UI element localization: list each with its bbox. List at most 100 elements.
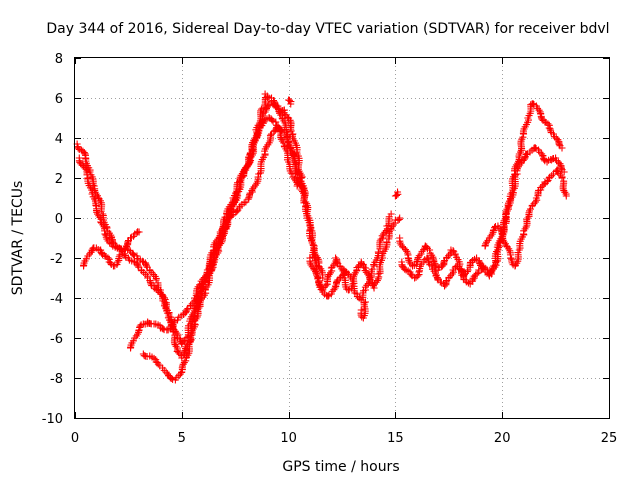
data-point — [129, 251, 137, 259]
data-point — [244, 153, 252, 161]
data-point — [244, 195, 252, 203]
data-point — [282, 128, 290, 136]
data-point — [199, 275, 207, 283]
data-point — [324, 272, 332, 280]
data-point — [254, 173, 262, 181]
data-point — [414, 272, 422, 280]
data-point — [440, 258, 448, 266]
data-point — [560, 187, 568, 195]
data-point — [215, 247, 223, 255]
data-point — [556, 160, 564, 168]
data-point — [526, 205, 534, 213]
data-point — [169, 321, 177, 329]
data-point — [381, 228, 389, 236]
data-point — [179, 338, 187, 346]
x-tick-label: 5 — [178, 431, 186, 446]
data-point — [114, 258, 122, 266]
data-point — [178, 362, 186, 370]
data-point — [337, 274, 345, 282]
x-tick-label: 20 — [494, 431, 511, 446]
data-point — [221, 226, 229, 234]
data-point — [530, 200, 538, 208]
data-point — [232, 189, 240, 197]
data-point — [312, 268, 320, 276]
data-point — [522, 151, 530, 159]
data-point — [560, 168, 568, 176]
data-point — [257, 105, 265, 113]
plot-frame — [74, 57, 610, 419]
data-point — [517, 148, 525, 156]
data-point — [536, 148, 544, 156]
data-point — [240, 199, 248, 207]
data-point — [268, 116, 276, 124]
data-point — [332, 254, 340, 262]
data-point — [548, 172, 556, 180]
data-point — [135, 228, 143, 236]
data-point — [557, 164, 565, 172]
data-point — [287, 100, 295, 108]
data-point — [495, 224, 503, 232]
data-point — [360, 299, 368, 307]
data-point — [196, 281, 204, 289]
data-point — [473, 270, 481, 278]
data-point — [167, 375, 175, 383]
data-point — [285, 96, 293, 104]
data-point — [495, 244, 503, 252]
data-point — [154, 360, 162, 368]
data-point — [543, 178, 551, 186]
data-point — [134, 262, 142, 270]
data-point — [266, 131, 274, 139]
x-tick-label: 10 — [280, 431, 297, 446]
data-point — [238, 173, 246, 181]
data-point — [544, 120, 552, 128]
y-tick-label: -6 — [50, 332, 63, 347]
data-point — [464, 279, 472, 287]
y-tick-label: -10 — [42, 412, 63, 427]
data-point — [482, 240, 490, 248]
data-point — [218, 238, 226, 246]
data-point — [374, 248, 382, 256]
y-tick-labels: -10 -8 -6 -4 -2 0 2 4 6 8 — [42, 52, 63, 427]
data-point — [124, 238, 132, 246]
data-point — [535, 106, 543, 114]
data-point — [366, 274, 374, 282]
y-axis-label: SDTVAR / TECUs — [10, 181, 26, 296]
y-tick-label: 0 — [55, 212, 63, 227]
data-point — [104, 254, 112, 262]
data-point — [528, 201, 536, 209]
x-tick-label: 15 — [387, 431, 404, 446]
data-point — [152, 276, 160, 284]
data-point — [426, 246, 434, 254]
data-point — [159, 325, 167, 333]
data-point — [233, 188, 241, 196]
data-point — [169, 328, 177, 336]
data-point — [253, 130, 261, 138]
data-point — [179, 360, 187, 368]
data-point — [95, 212, 103, 220]
data-point — [511, 171, 519, 179]
data-point — [81, 164, 89, 172]
y-tick-label: -2 — [50, 252, 63, 267]
data-point — [170, 319, 178, 327]
data-point — [187, 301, 195, 309]
data-point — [323, 274, 331, 282]
data-point — [538, 115, 546, 123]
data-point — [387, 210, 395, 218]
x-axis-label: GPS time / hours — [282, 459, 399, 475]
data-point — [314, 275, 322, 283]
data-point — [261, 90, 269, 98]
data-point — [156, 289, 164, 297]
data-point — [188, 300, 196, 308]
chart-title: Day 344 of 2016, Sidereal Day-to-day VTE… — [46, 21, 609, 37]
x-tick-labels: 0 5 10 15 20 25 — [71, 431, 617, 446]
data-point — [273, 104, 281, 112]
x-tick-label: 25 — [601, 431, 618, 446]
data-point — [142, 262, 150, 270]
data-point — [445, 252, 453, 260]
data-point — [428, 262, 436, 270]
data-point — [532, 198, 540, 206]
data-point — [361, 298, 369, 306]
data-point — [396, 214, 404, 222]
data-point — [150, 354, 158, 362]
